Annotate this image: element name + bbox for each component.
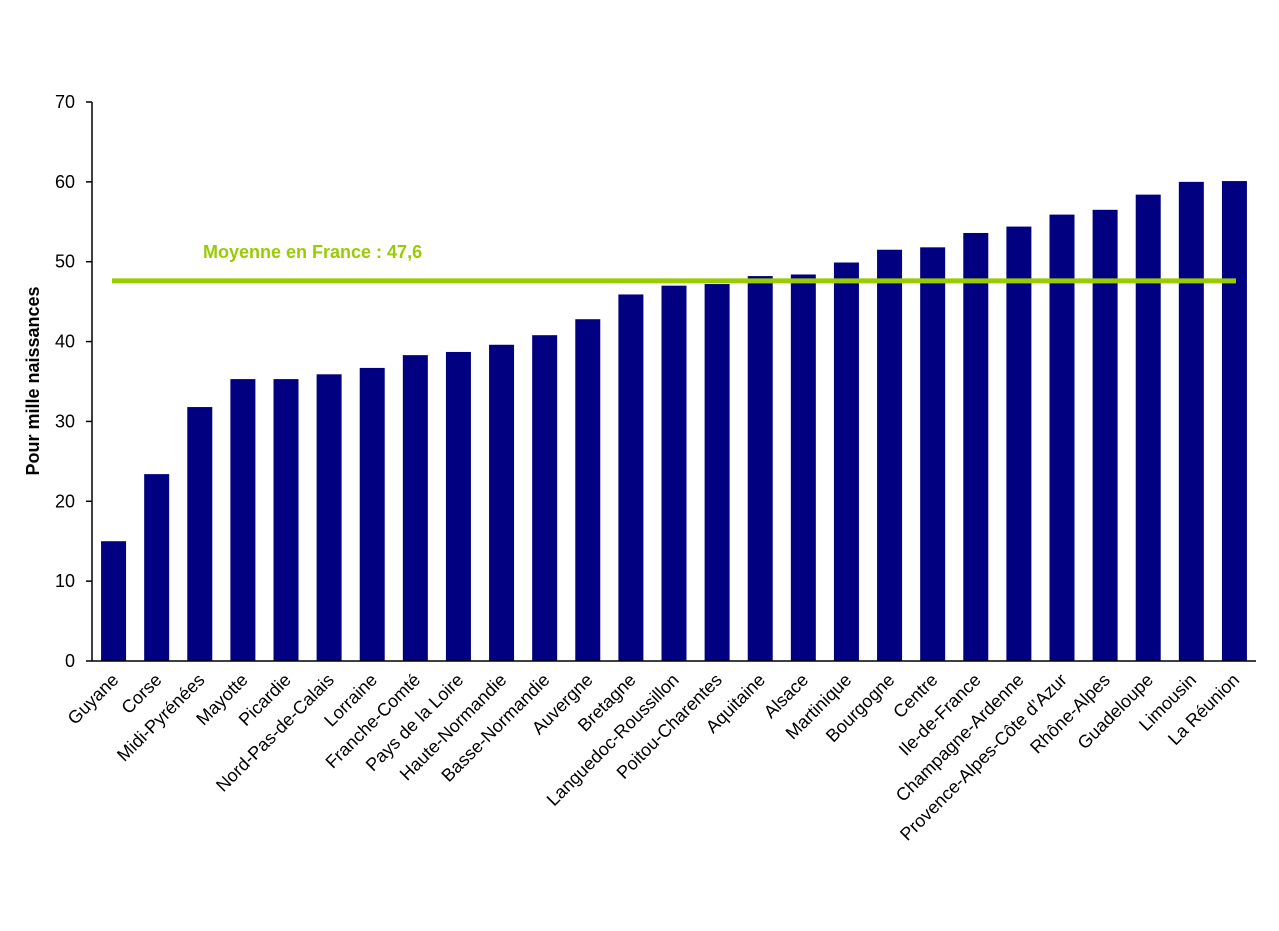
bar bbox=[747, 276, 773, 661]
bar bbox=[877, 249, 903, 662]
bar bbox=[920, 247, 946, 661]
bar bbox=[575, 319, 601, 661]
y-tick-label: 30 bbox=[55, 411, 75, 431]
y-tick-label: 0 bbox=[65, 651, 75, 671]
reference-line-layer: Moyenne en France : 47,6 bbox=[112, 242, 1236, 284]
bar bbox=[144, 474, 170, 661]
bar bbox=[1221, 181, 1247, 661]
y-tick-label: 40 bbox=[55, 332, 75, 352]
bar bbox=[316, 374, 342, 661]
bars-layer bbox=[101, 181, 1247, 662]
average-annotation: Moyenne en France : 47,6 bbox=[203, 242, 422, 262]
y-axis-label: Pour mille naissances bbox=[23, 286, 43, 475]
y-tick-label: 70 bbox=[55, 92, 75, 112]
bar bbox=[1049, 214, 1075, 661]
bar bbox=[1135, 194, 1161, 661]
y-tick-label: 10 bbox=[55, 571, 75, 591]
bar bbox=[790, 274, 816, 661]
bar bbox=[445, 351, 471, 661]
bar bbox=[963, 232, 989, 661]
x-tick-label: Guyane bbox=[64, 670, 123, 729]
bar bbox=[230, 379, 256, 661]
bar bbox=[1006, 226, 1032, 661]
bar bbox=[704, 284, 730, 661]
y-tick-label: 60 bbox=[55, 172, 75, 192]
bar bbox=[1092, 209, 1118, 661]
bar bbox=[402, 355, 428, 661]
y-ticks-layer: 0 10 20 30 40 50 60 70 bbox=[55, 92, 92, 671]
bar bbox=[1178, 181, 1204, 662]
bar bbox=[833, 262, 859, 661]
bar bbox=[618, 294, 644, 661]
bar bbox=[187, 407, 213, 661]
y-tick-label: 20 bbox=[55, 491, 75, 511]
bar bbox=[273, 379, 299, 661]
bar bbox=[101, 541, 127, 661]
axes-layer bbox=[91, 102, 1256, 662]
bar bbox=[532, 335, 558, 661]
bar bbox=[489, 344, 515, 661]
x-labels-layer: GuyaneCorseMidi-PyrénéesMayottePicardieN… bbox=[64, 670, 1244, 845]
bar bbox=[359, 367, 385, 661]
bar bbox=[661, 285, 687, 661]
y-tick-label: 50 bbox=[55, 252, 75, 272]
